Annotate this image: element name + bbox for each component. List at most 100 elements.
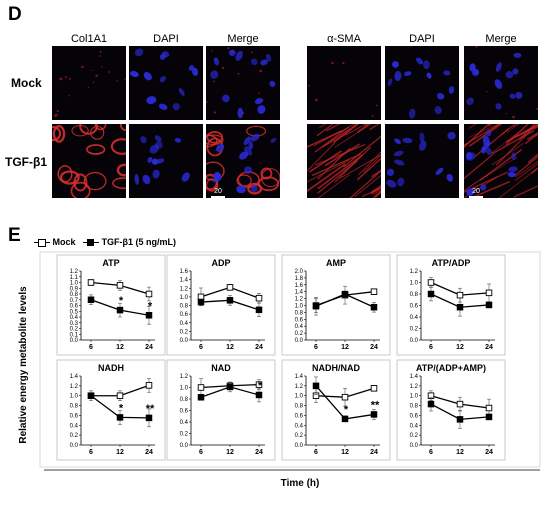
y-tick-label: 0.4 (295, 423, 304, 429)
y-tick-label: 0.8 (70, 404, 79, 410)
subplot-title: AMP (326, 258, 346, 268)
y-tick-label: 0.8 (180, 397, 189, 403)
y-tick-label: 0.8 (295, 404, 304, 410)
y-tick-label: 0.5 (70, 309, 79, 315)
data-point-mock (485, 289, 493, 297)
col-label-asma: α-SMA (327, 33, 361, 45)
micrograph-tgf-col1a1 (52, 124, 126, 198)
data-point-tgf (485, 301, 493, 309)
data-point-tgf (226, 383, 234, 391)
x-tick-label: 24 (145, 449, 153, 456)
y-tick-label: 0.2 (410, 327, 419, 333)
scale-bar-2: 20 (469, 188, 483, 198)
y-tick-label: 1.2 (410, 384, 419, 390)
subplot-title: ATP/(ADP+AMP) (416, 363, 486, 373)
data-point-tgf (456, 303, 464, 311)
x-tick-label: 24 (485, 344, 493, 351)
data-point-tgf (427, 400, 435, 408)
x-tick-label: 12 (116, 449, 124, 456)
x-axis-label: Time (h) (281, 478, 320, 489)
y-tick-label: 0.6 (410, 304, 419, 310)
chart-legend: Mock TGF-β1 (5 ng/mL) (34, 237, 176, 247)
y-tick-label: 0.1 (70, 332, 79, 338)
y-tick-label: 1.4 (70, 374, 79, 380)
x-tick-label: 24 (485, 449, 493, 456)
y-tick-label: 1.4 (295, 374, 304, 380)
data-point-tgf (255, 391, 263, 399)
row-label-mock: Mock (11, 76, 42, 90)
x-tick-label: 6 (199, 344, 203, 351)
y-tick-label: 0.0 (295, 338, 304, 344)
scale-bar-label: 20 (472, 188, 480, 195)
y-tick-label: 0.6 (295, 317, 304, 323)
subplot-title: ATP/ADP (432, 258, 471, 268)
x-tick-label: 6 (89, 344, 93, 351)
y-tick-label: 0.6 (180, 409, 189, 415)
subplot-frame (56, 254, 166, 356)
y-tick-label: 0.0 (180, 338, 189, 344)
micrograph-mock-asma (307, 46, 381, 120)
data-point-tgf (197, 298, 205, 306)
y-tick-label: 1.2 (180, 374, 189, 380)
y-tick-label: 1.0 (70, 281, 79, 287)
x-tick-label: 24 (370, 449, 378, 456)
y-tick-label: 0.4 (295, 324, 304, 330)
y-tick-label: 0.2 (180, 329, 189, 335)
chart-area-frame (39, 251, 541, 468)
y-tick-label: 1.0 (295, 304, 304, 310)
x-tick-label: 12 (456, 449, 464, 456)
y-tick-label: 0.6 (180, 312, 189, 318)
data-point-tgf (341, 290, 349, 298)
x-tick-label: 6 (199, 449, 203, 456)
significance-marker: * (258, 380, 263, 392)
subplot-title: ADP (211, 258, 230, 268)
col-label-dapi-2: DAPI (409, 33, 435, 45)
data-point-mock (485, 404, 493, 412)
data-point-tgf (87, 296, 95, 304)
data-point-tgf (255, 306, 263, 314)
y-tick-label: 1.0 (180, 295, 189, 301)
subplot-title: NADH (98, 363, 124, 373)
y-tick-label: 0.0 (295, 443, 304, 449)
significance-marker: * (119, 402, 124, 414)
data-point-mock (370, 288, 378, 295)
significance-marker: * (148, 300, 153, 312)
col-label-dapi-1: DAPI (153, 33, 179, 45)
micrograph-tgf-dapi (385, 124, 459, 198)
y-tick-label: 1.4 (295, 290, 304, 296)
micrograph-tgf-merge-col (206, 124, 280, 198)
y-tick-label: 0.4 (410, 423, 419, 429)
y-tick-label: 0.2 (295, 433, 304, 439)
data-point-tgf (145, 414, 153, 422)
y-tick-label: 1.6 (180, 269, 189, 275)
subplot-frame (281, 359, 391, 461)
y-tick-label: 0.2 (70, 433, 79, 439)
data-point-tgf (87, 392, 95, 399)
significance-marker: ** (371, 399, 380, 411)
x-tick-label: 24 (370, 344, 378, 351)
y-tick-label: 0.4 (70, 315, 79, 321)
y-tick-label: 1.6 (295, 283, 304, 289)
y-tick-label: 0.6 (70, 304, 79, 310)
micrograph-tgf-asma (307, 124, 381, 198)
data-point-mock (427, 279, 435, 286)
y-tick-label: 1.2 (180, 286, 189, 292)
x-tick-label: 12 (226, 344, 234, 351)
micrograph-mock-dapi (385, 46, 459, 120)
micrograph-mock-merge-col (206, 46, 280, 120)
micrograph-mock-dapi (129, 46, 203, 120)
y-tick-label: 1.0 (180, 386, 189, 392)
significance-marker: * (119, 295, 124, 307)
data-point-tgf (370, 411, 378, 418)
x-tick-label: 12 (226, 449, 234, 456)
y-tick-label: 0.0 (70, 338, 79, 344)
y-tick-label: 1.0 (295, 394, 304, 400)
micrograph-tgf-dapi (129, 124, 203, 198)
data-point-tgf (312, 302, 320, 310)
data-point-tgf (312, 382, 320, 390)
x-tick-label: 6 (89, 449, 93, 456)
data-point-tgf (116, 306, 124, 314)
data-point-mock (370, 385, 378, 392)
y-tick-label: 0.7 (70, 298, 79, 304)
